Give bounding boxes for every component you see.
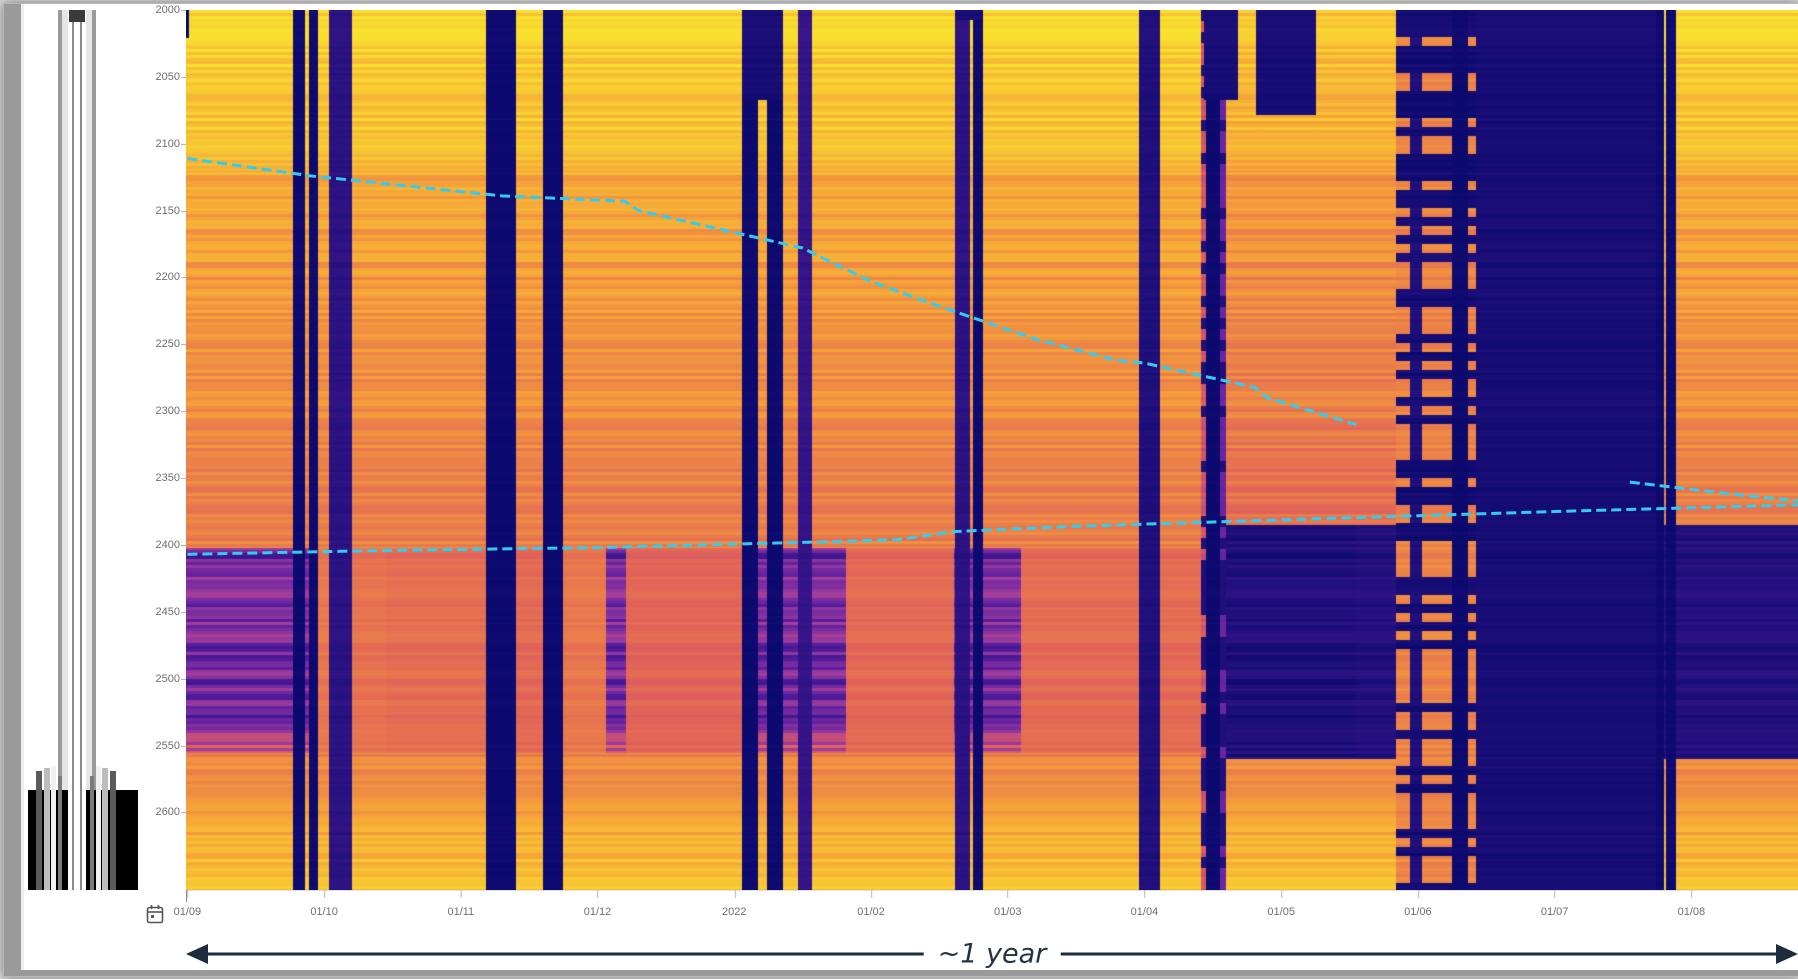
y-tick-label: 2050 (155, 70, 188, 83)
x-tick-label: 01/04 (1130, 890, 1159, 918)
time-span-annotation: ~1 year (186, 934, 1798, 974)
bottom-border (4, 970, 1798, 976)
y-tick-label: 2300 (155, 405, 188, 418)
x-axis-start-tick (186, 890, 187, 902)
y-axis: 2000 2050 2100 2150 2200 2250 2300 2350 2400 2450… (114, 4, 188, 890)
y-tick-label: 2350 (155, 472, 188, 485)
x-tick-label: 01/03 (993, 890, 1022, 918)
y-tick-label: 2100 (155, 137, 188, 150)
span-label: ~1 year (923, 938, 1061, 970)
well-schematic (28, 10, 138, 890)
left-border (4, 4, 24, 976)
x-tick-label: 01/08 (1677, 890, 1706, 918)
left-arrowhead (186, 944, 208, 964)
y-tick-label: 2600 (155, 806, 188, 819)
chart-frame: 2000 2050 2100 2150 2200 2250 2300 2350 2400 2450… (4, 4, 1798, 976)
x-tick-label: 01/02 (857, 890, 885, 918)
x-tick-label: 01/09 (173, 890, 202, 918)
y-tick-label: 2200 (155, 271, 188, 284)
series-overlay (187, 156, 1798, 556)
x-tick-label: 01/06 (1404, 890, 1432, 918)
heatmap (186, 10, 1798, 890)
x-tick-label: 01/10 (310, 890, 338, 918)
y-tick-label: 2450 (155, 605, 188, 618)
y-tick-label: 2000 (155, 4, 188, 16)
dashed-series-line-1 (187, 156, 1357, 427)
x-tick-label: 2022 (722, 890, 747, 918)
x-tick-label: 01/07 (1540, 890, 1569, 918)
dashed-series-line-3 (187, 503, 1798, 556)
x-tick-label: 01/11 (447, 890, 475, 918)
x-tick-label: 01/12 (583, 890, 612, 918)
dashed-series-line-2 (1629, 480, 1798, 503)
y-tick-label: 2150 (155, 204, 188, 217)
y-tick-label: 2500 (155, 672, 188, 685)
y-tick-label: 2550 (155, 739, 188, 752)
y-tick-label: 2400 (155, 538, 188, 551)
calendar-icon[interactable] (146, 904, 164, 924)
right-arrowhead (1776, 944, 1798, 964)
x-axis: 01/09 01/10 01/11 01/12 2022 01/02 01/03 01/04 0… (174, 890, 1798, 930)
plot-area[interactable] (186, 10, 1798, 890)
x-tick-label: 01/05 (1267, 890, 1295, 918)
y-tick-label: 2250 (155, 338, 188, 351)
x-axis-line (186, 890, 1798, 891)
